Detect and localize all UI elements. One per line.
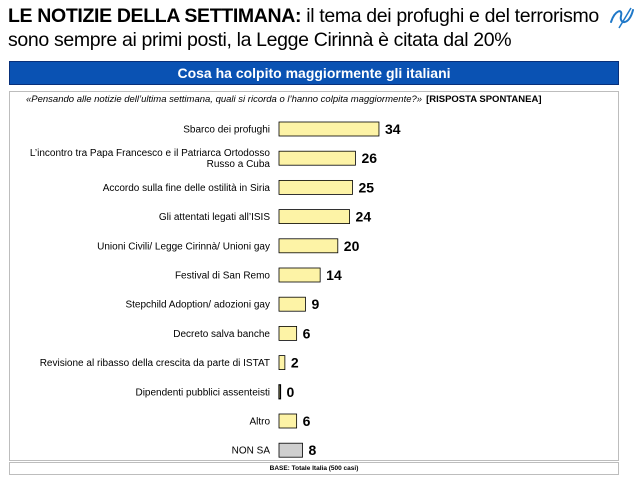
question-tag: [RISPOSTA SPONTANEA]: [426, 94, 542, 105]
bar: [278, 179, 353, 195]
base-note: BASE: Totale Italia (500 casi): [9, 462, 619, 475]
value-label: 26: [361, 150, 377, 166]
bar: [278, 238, 339, 254]
value-label: 14: [326, 267, 342, 283]
category-label: Accordo sulla fine delle ostilità in Sir…: [103, 183, 271, 194]
category-label: Dipendenti pubblici assenteisti: [135, 387, 270, 398]
category-label: Unioni Civili/ Legge Cirinnà/ Unioni gay: [97, 241, 270, 252]
category-label: Russo a Cuba: [207, 159, 271, 170]
value-label: 2: [291, 355, 299, 371]
category-label: Stepchild Adoption/ adozioni gay: [125, 300, 270, 311]
bar: [278, 325, 298, 341]
category-label: Sbarco dei profughi: [183, 125, 270, 136]
bar: [278, 209, 350, 225]
bar: [278, 355, 286, 371]
bar: [278, 121, 380, 137]
bar: [278, 267, 321, 283]
value-label: 8: [309, 442, 317, 458]
value-label: 25: [359, 179, 375, 195]
category-label: L’incontro tra Papa Francesco e il Patri…: [30, 148, 271, 159]
category-label: Altro: [249, 417, 270, 428]
bar: [278, 442, 303, 458]
value-label: 20: [344, 238, 360, 254]
page-title-bold: LE NOTIZIE DELLA SETTIMANA:: [8, 5, 302, 27]
bar: [278, 296, 306, 312]
value-label: 24: [356, 209, 372, 225]
bar: [278, 413, 298, 429]
page-title-rest: il tema dei profughi e del terrorismo so…: [8, 5, 599, 51]
survey-question: «Pensando alle notizie dell’ultima setti…: [26, 93, 606, 107]
value-label: 6: [303, 413, 311, 429]
category-label: Revisione al ribasso della crescita da p…: [40, 358, 270, 369]
page-title: LE NOTIZIE DELLA SETTIMANA: il tema dei …: [8, 4, 620, 52]
bar: [278, 150, 356, 166]
bar: [278, 384, 282, 400]
category-label: Gli attentati legati all’ISIS: [159, 212, 270, 223]
category-label: Decreto salva banche: [173, 329, 270, 340]
chart-panel: [9, 91, 619, 461]
category-label: Festival di San Remo: [175, 271, 270, 282]
value-label: 0: [287, 384, 295, 400]
pen-scribble-icon: [610, 7, 634, 29]
question-text: «Pensando alle notizie dell’ultima setti…: [26, 94, 423, 105]
value-label: 34: [385, 121, 401, 137]
value-label: 6: [303, 325, 311, 341]
category-label: NON SA: [232, 446, 271, 457]
chart-banner: Cosa ha colpito maggiormente gli italian…: [9, 61, 619, 85]
value-label: 9: [311, 296, 319, 312]
